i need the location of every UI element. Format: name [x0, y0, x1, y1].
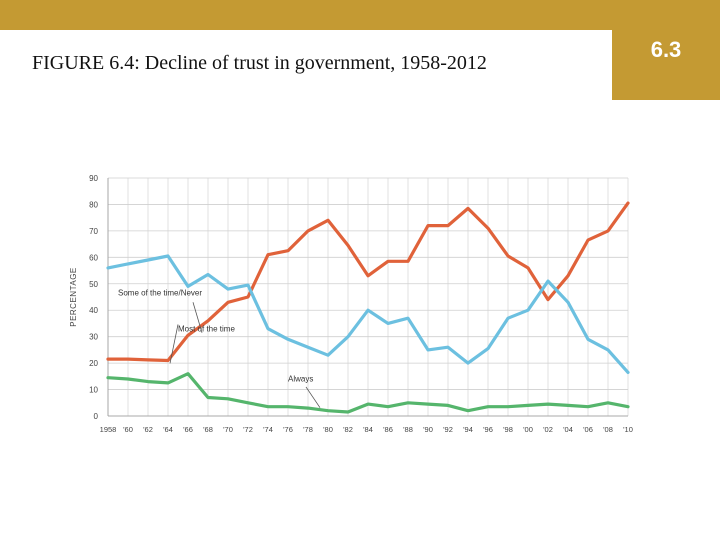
x-tick-label: '66 — [183, 425, 193, 434]
annotation-pointer — [305, 386, 321, 408]
x-tick-label: '84 — [363, 425, 373, 434]
x-tick-label: '70 — [223, 425, 233, 434]
x-tick-label: '62 — [143, 425, 153, 434]
y-tick-label: 50 — [89, 280, 98, 289]
x-tick-label: '76 — [283, 425, 293, 434]
y-tick-label: 20 — [89, 359, 98, 368]
x-tick-label: '88 — [403, 425, 413, 434]
y-tick-label: 90 — [89, 174, 98, 183]
series-line — [106, 254, 630, 374]
x-tick-label: '00 — [523, 425, 533, 434]
x-tick-label: '04 — [563, 425, 573, 434]
annotation-label: Some of the time/Never — [118, 289, 202, 298]
x-tick-label: '82 — [343, 425, 353, 434]
x-tick-label: '02 — [543, 425, 553, 434]
y-tick-label: 40 — [89, 306, 98, 315]
y-axis-label: PERCENTAGE — [69, 267, 78, 327]
y-tick-label: 60 — [89, 253, 98, 262]
x-tick-label: '08 — [603, 425, 613, 434]
x-tick-label: '80 — [323, 425, 333, 434]
x-tick-label: '64 — [163, 425, 173, 434]
x-tick-label: '86 — [383, 425, 393, 434]
x-tick-label: '92 — [443, 425, 453, 434]
x-tick-label: '06 — [583, 425, 593, 434]
y-tick-label: 10 — [89, 386, 98, 395]
annotation-pointer — [192, 302, 203, 333]
x-tick-label: 1958 — [100, 425, 117, 434]
x-tick-label: '60 — [123, 425, 133, 434]
x-tick-label: '10 — [623, 425, 633, 434]
top-accent-band — [0, 0, 612, 30]
section-number-badge: 6.3 — [612, 0, 720, 100]
figure-title: FIGURE 6.4: Decline of trust in governme… — [32, 52, 487, 74]
x-tick-label: '68 — [203, 425, 213, 434]
y-tick-label: 80 — [89, 200, 98, 209]
x-tick-label: '74 — [263, 425, 273, 434]
x-tick-label: '78 — [303, 425, 313, 434]
annotation-pointer — [169, 324, 179, 364]
x-tick-label: '98 — [503, 425, 513, 434]
x-tick-label: '72 — [243, 425, 253, 434]
annotation-label: Always — [288, 375, 313, 384]
y-tick-label: 0 — [94, 412, 99, 421]
x-tick-label: '90 — [423, 425, 433, 434]
y-tick-label: 70 — [89, 227, 98, 236]
x-tick-label: '94 — [463, 425, 473, 434]
x-tick-label: '96 — [483, 425, 493, 434]
annotation-label: Most of the time — [178, 324, 235, 333]
y-tick-label: 30 — [89, 333, 98, 342]
